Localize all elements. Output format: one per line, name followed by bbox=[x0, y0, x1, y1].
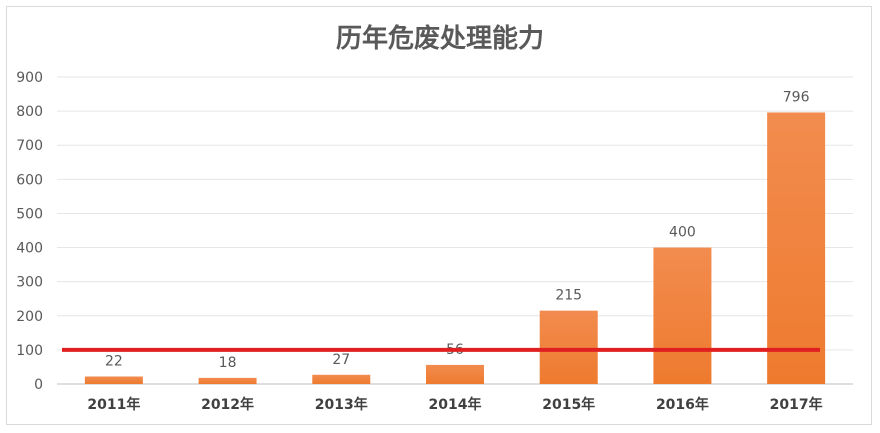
data-label: 400 bbox=[669, 225, 696, 241]
bar bbox=[539, 310, 598, 384]
data-label: 796 bbox=[783, 89, 810, 105]
x-tick-label: 2012年 bbox=[201, 396, 254, 413]
y-tick-label: 700 bbox=[16, 138, 43, 154]
x-tick-label: 2014年 bbox=[429, 396, 482, 413]
y-tick-label: 600 bbox=[16, 172, 43, 188]
bar bbox=[653, 247, 712, 384]
gridlines bbox=[57, 76, 853, 385]
x-tick-label: 2016年 bbox=[656, 396, 709, 413]
bars: 22182756215400796 bbox=[84, 89, 826, 384]
y-tick-label: 400 bbox=[16, 241, 43, 257]
bar bbox=[312, 374, 371, 384]
x-tick-label: 2011年 bbox=[87, 396, 140, 413]
y-tick-label: 800 bbox=[16, 104, 43, 120]
bar bbox=[426, 364, 484, 384]
y-tick-label: 300 bbox=[16, 275, 43, 291]
chart-frame bbox=[6, 6, 872, 425]
bar bbox=[767, 112, 826, 384]
data-label: 215 bbox=[555, 288, 582, 304]
y-tick-label: 900 bbox=[16, 70, 43, 86]
y-tick-label: 500 bbox=[16, 206, 43, 222]
data-label: 18 bbox=[219, 355, 237, 371]
data-label: 22 bbox=[105, 353, 123, 369]
bar bbox=[198, 377, 257, 384]
x-tick-label: 2013年 bbox=[315, 396, 368, 413]
x-axis: 2011年 2012年 2013年 2014年 2015年 2016年 2017年 bbox=[87, 396, 822, 413]
y-tick-label: 100 bbox=[16, 343, 43, 359]
y-axis: 0 100 200 300 400 500 600 700 800 900 bbox=[16, 70, 43, 393]
y-tick-label: 200 bbox=[16, 309, 43, 325]
y-tick-label: 0 bbox=[34, 377, 43, 393]
chart-title: 历年危废处理能力 bbox=[336, 23, 544, 54]
data-label: 27 bbox=[332, 352, 350, 368]
bar bbox=[84, 376, 143, 384]
x-tick-label: 2015年 bbox=[542, 396, 595, 413]
x-tick-label: 2017年 bbox=[770, 396, 823, 413]
